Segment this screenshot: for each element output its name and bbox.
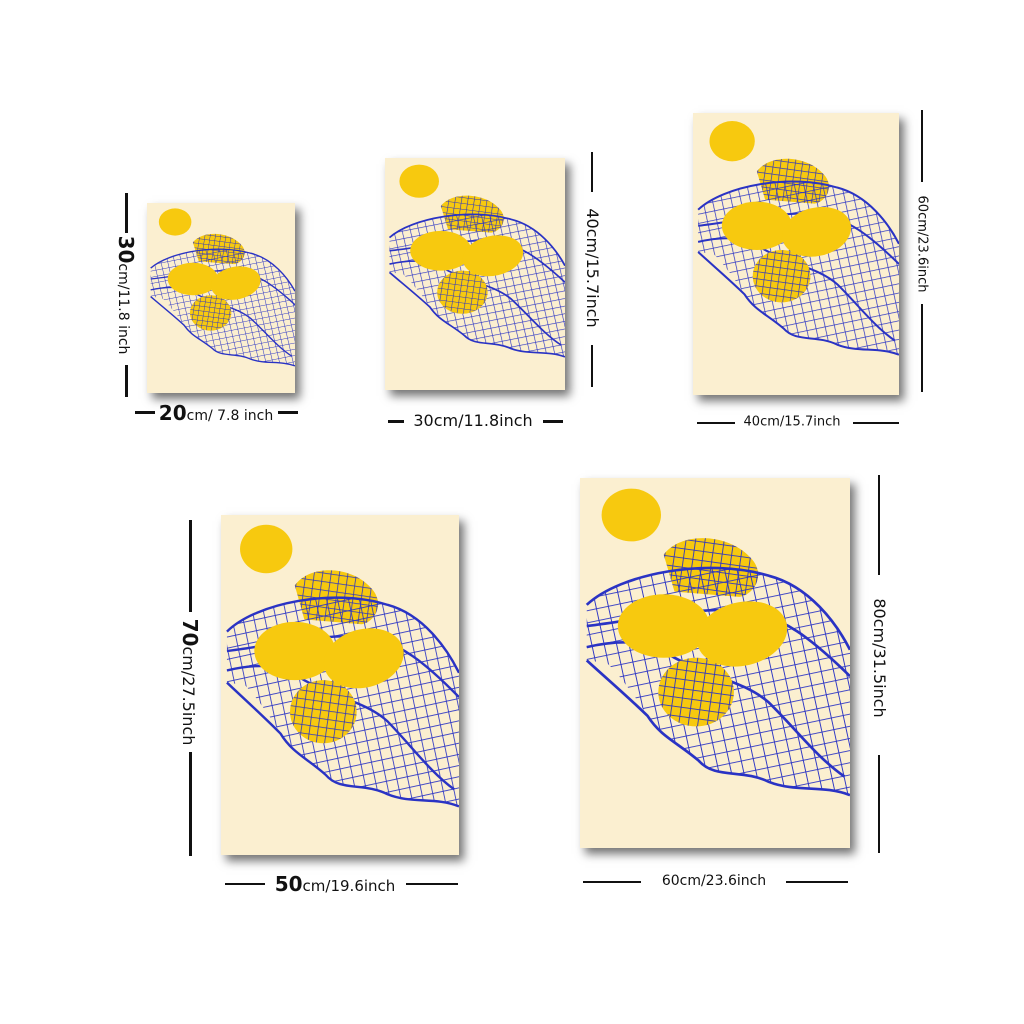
height-dimension-line bbox=[125, 365, 128, 397]
width-dimension-line bbox=[135, 411, 155, 414]
lemon-net-artwork bbox=[221, 515, 459, 855]
width-dimension-line bbox=[786, 881, 848, 883]
width-label-40x60: 40cm/15.7inch bbox=[743, 414, 841, 430]
poster-20x30 bbox=[147, 203, 295, 393]
width-label-50x70: 50cm/19.6inch bbox=[274, 872, 396, 896]
width-label-60x80: 60cm/23.6inch bbox=[661, 873, 767, 889]
height-dimension-line bbox=[125, 193, 128, 233]
width-dimension-line bbox=[697, 422, 735, 424]
height-label-40x60: 60cm/23.6inch bbox=[914, 195, 930, 293]
height-label-20x30: 30cm/11.8 inch bbox=[114, 235, 138, 355]
height-label-30x40: 40cm/15.7inch bbox=[583, 208, 602, 328]
width-dimension-line bbox=[853, 422, 899, 424]
lemon-net-artwork bbox=[580, 478, 850, 848]
width-dimension-line bbox=[583, 881, 641, 883]
height-dimension-line bbox=[878, 755, 880, 853]
height-dimension-line bbox=[591, 345, 593, 387]
height-dimension-line bbox=[189, 520, 192, 612]
width-dimension-line bbox=[406, 883, 458, 885]
lemon-net-artwork bbox=[693, 113, 899, 395]
poster-60x80 bbox=[580, 478, 850, 848]
poster-30x40 bbox=[385, 158, 565, 390]
poster-40x60 bbox=[693, 113, 899, 395]
height-dimension-line bbox=[189, 752, 192, 856]
height-dimension-line bbox=[591, 152, 593, 192]
width-label-20x30: 20cm/ 7.8 inch bbox=[158, 401, 274, 425]
height-dimension-line bbox=[921, 110, 923, 182]
height-dimension-line bbox=[878, 475, 880, 575]
width-dimension-line bbox=[543, 420, 563, 423]
width-label-30x40: 30cm/11.8inch bbox=[413, 411, 533, 430]
lemon-net-artwork bbox=[385, 158, 565, 390]
width-dimension-line bbox=[278, 411, 298, 414]
height-label-60x80: 80cm/31.5inch bbox=[870, 598, 889, 718]
height-dimension-line bbox=[921, 304, 923, 392]
height-label-50x70: 70cm/27.5inch bbox=[178, 618, 202, 746]
lemon-net-artwork bbox=[147, 203, 295, 393]
width-dimension-line bbox=[225, 883, 265, 885]
poster-50x70 bbox=[221, 515, 459, 855]
width-dimension-line bbox=[388, 420, 404, 423]
